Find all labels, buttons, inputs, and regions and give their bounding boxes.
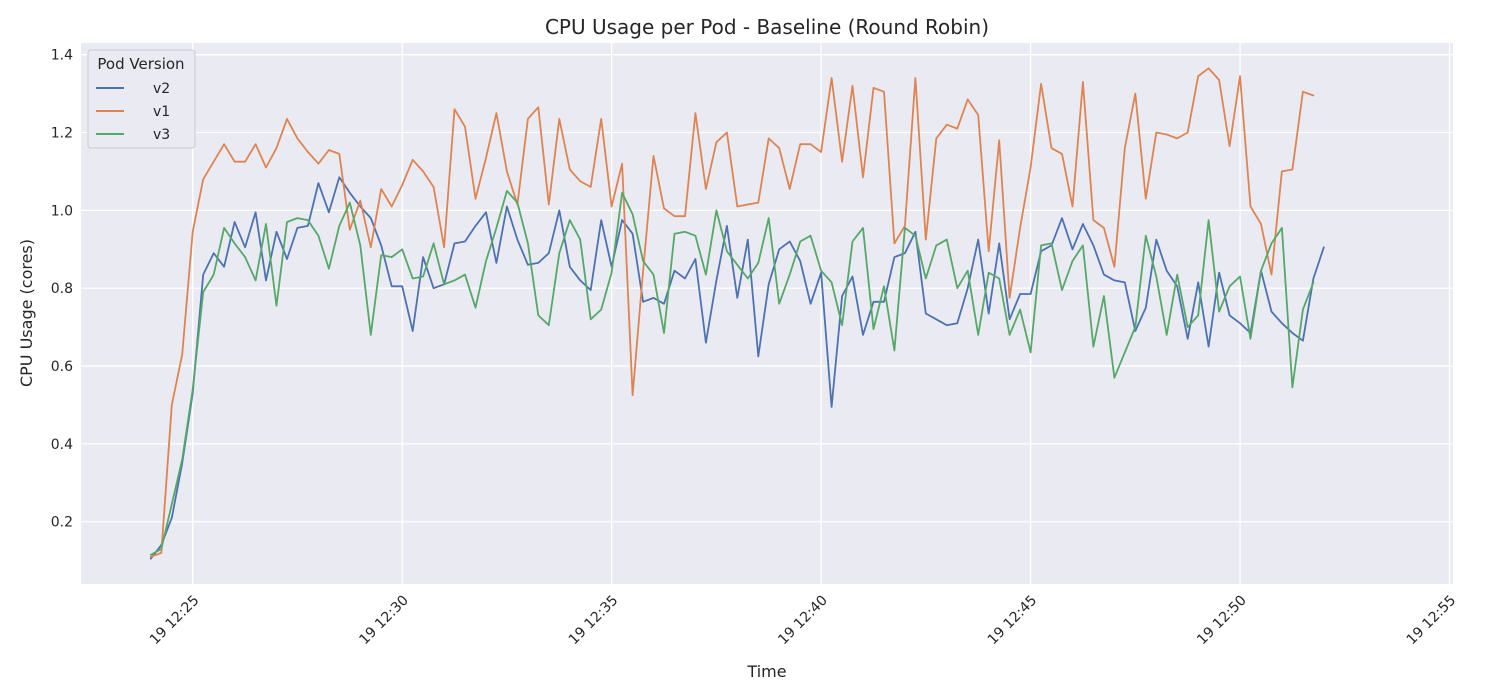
y-tick-label: 0.4 — [51, 437, 73, 453]
series-lines — [149, 67, 1325, 560]
chart-title: CPU Usage per Pod - Baseline (Round Robi… — [545, 15, 989, 39]
legend-title: Pod Version — [97, 55, 184, 73]
x-tick-labels: 19 12:25 19 12:30 19 12:35 19 12:40 19 12:45… — [147, 592, 1459, 648]
x-tick-label: 19 12:35 — [566, 592, 622, 648]
y-tick-label: 0.6 — [51, 359, 73, 375]
x-axis-label: Time — [746, 662, 786, 681]
legend-items: v2 v1 v3 — [96, 81, 170, 143]
series-line-v3 — [149, 189, 1315, 556]
y-tick-label: 1.2 — [51, 126, 73, 142]
plot-area — [81, 43, 1453, 584]
y-tick-label: 1.0 — [51, 203, 73, 219]
series-line-v2 — [149, 176, 1325, 560]
legend-box — [87, 49, 196, 149]
x-tick-label: 19 12:40 — [775, 592, 831, 648]
y-tick-label: 0.2 — [51, 515, 73, 531]
y-tick-labels: 0.2 0.4 0.6 0.8 1.0 1.2 1.4 — [51, 48, 73, 531]
x-tick-label: 19 12:50 — [1194, 592, 1250, 648]
y-tick-label: 1.4 — [51, 48, 73, 64]
x-tick-label: 19 12:45 — [985, 592, 1041, 648]
legend-label-v2: v2 — [153, 81, 170, 97]
grid — [81, 43, 1453, 584]
y-tick-label: 0.8 — [51, 281, 73, 297]
x-tick-label: 19 12:55 — [1404, 592, 1460, 648]
legend-label-v3: v3 — [153, 127, 170, 143]
x-tick-label: 19 12:30 — [356, 592, 412, 648]
legend: Pod Version v2 v1 v3 — [87, 49, 196, 149]
legend-label-v1: v1 — [153, 104, 170, 120]
x-tick-label: 19 12:25 — [147, 592, 203, 648]
y-axis-label: CPU Usage (cores) — [17, 239, 36, 387]
series-line-v1 — [149, 67, 1315, 558]
